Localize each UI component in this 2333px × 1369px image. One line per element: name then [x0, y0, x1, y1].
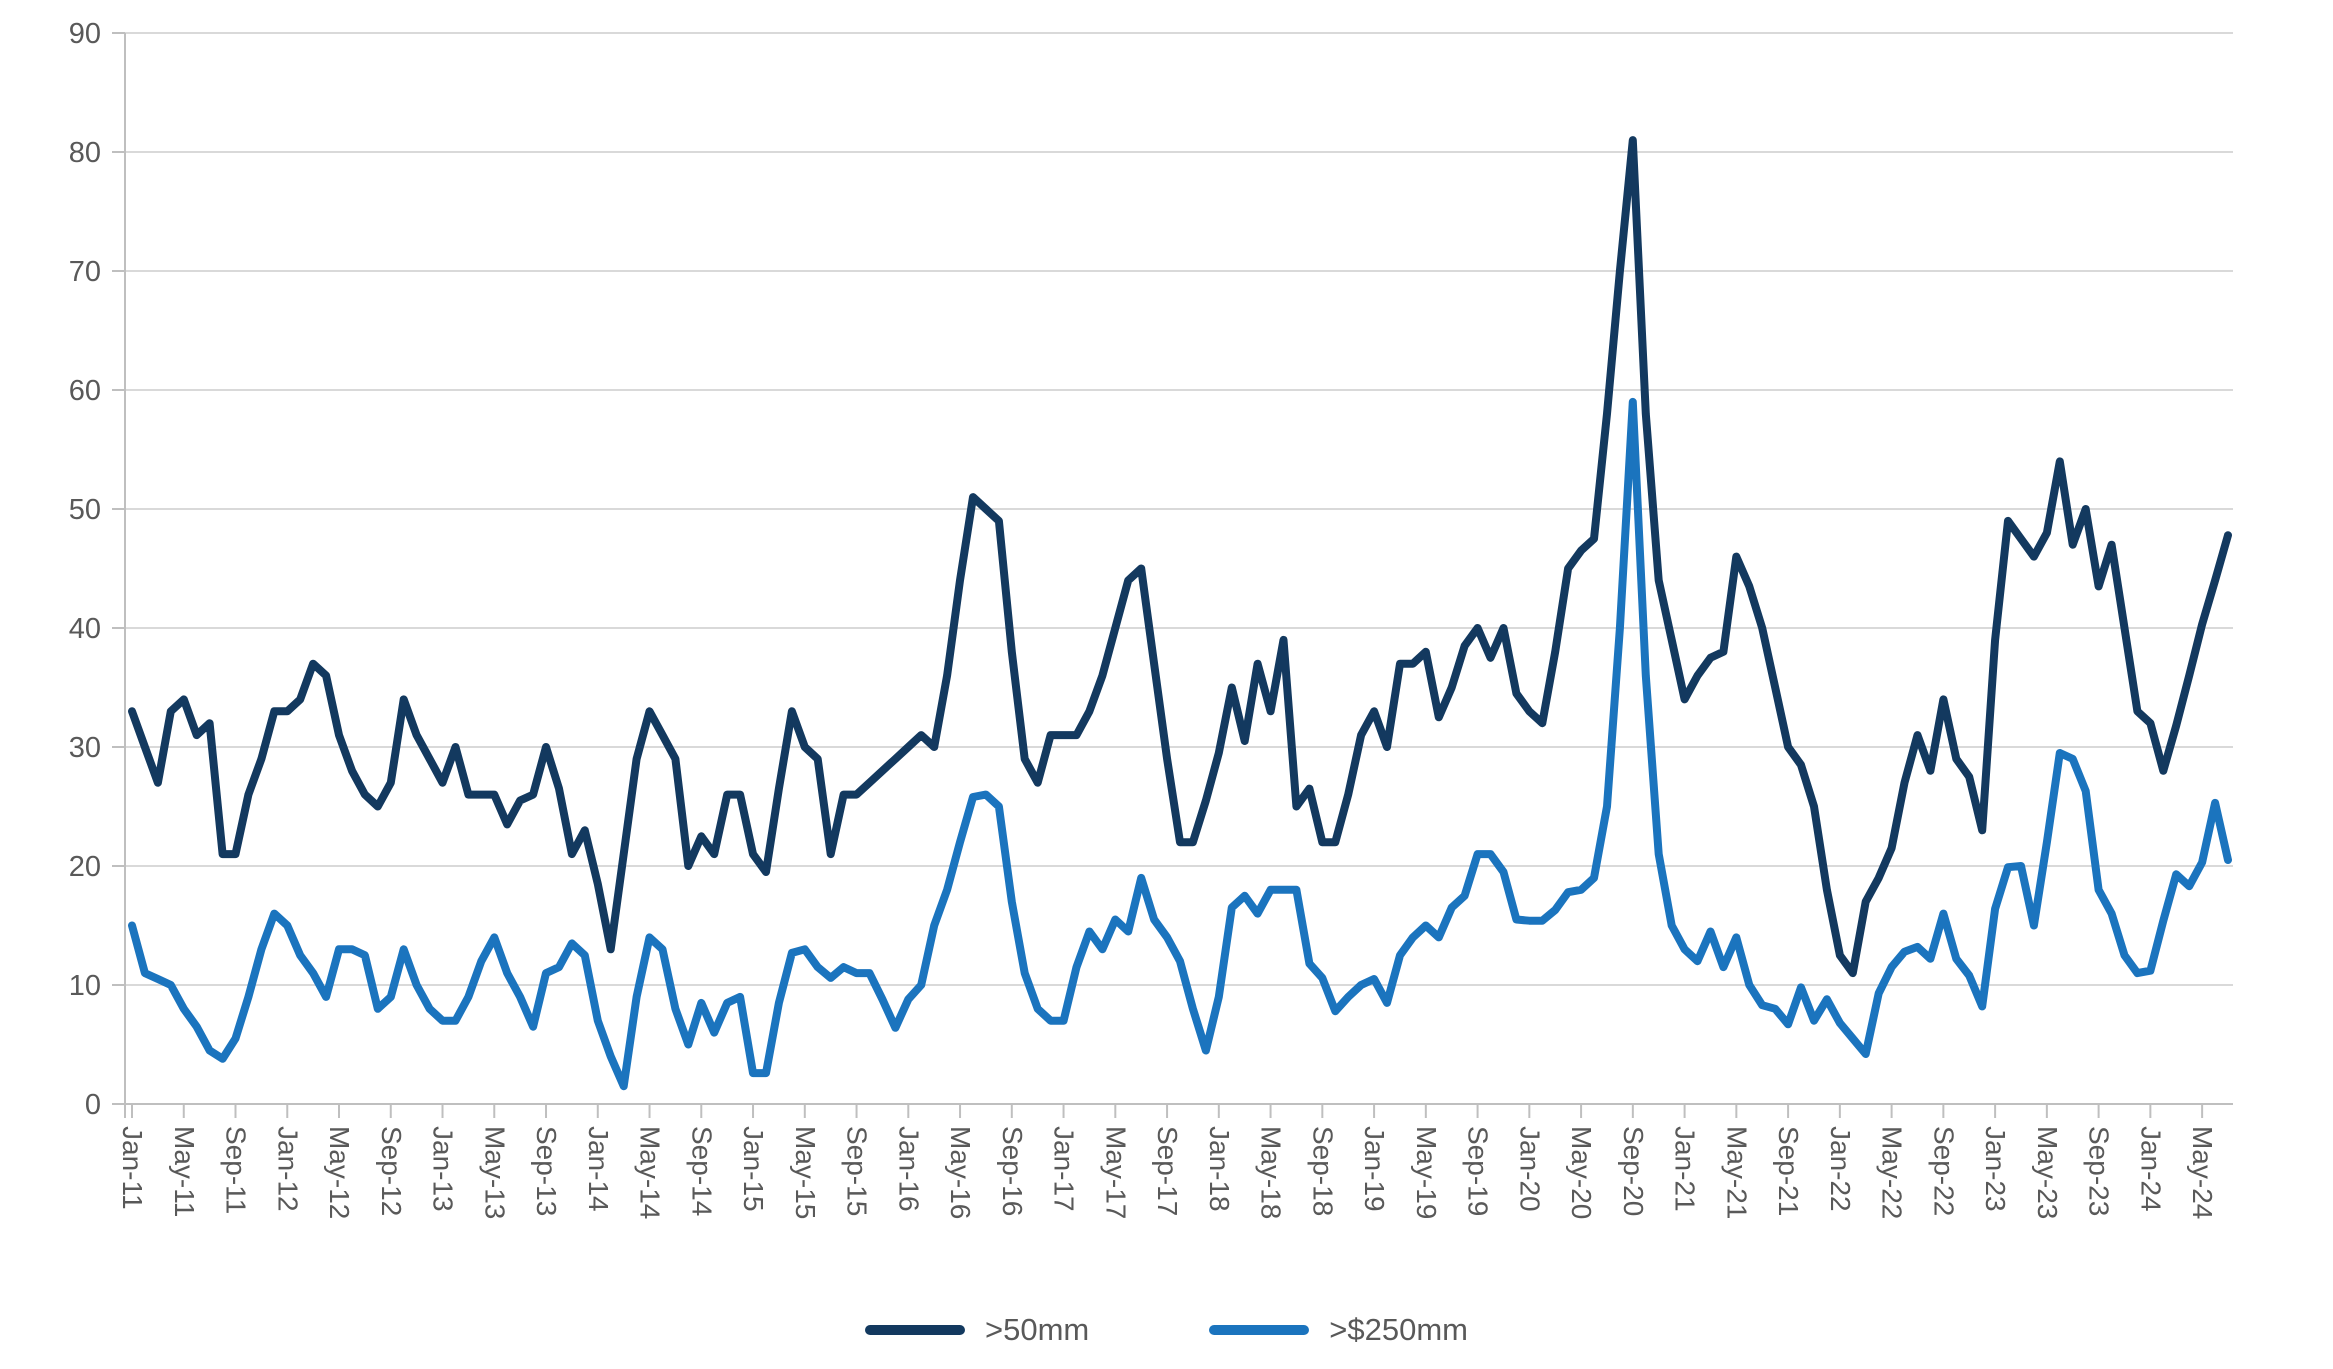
- y-axis-tick-label: 60: [69, 375, 101, 407]
- x-axis-tick-label: Jan-14: [583, 1126, 614, 1212]
- x-axis-tick-label: Jan-12: [272, 1126, 303, 1212]
- x-axis-tick-label: Sep-21: [1773, 1126, 1804, 1216]
- x-axis-tick-label: May-21: [1721, 1126, 1752, 1219]
- x-axis-tick-label: Sep-14: [686, 1126, 717, 1216]
- x-axis-tick-label: Jan-21: [1670, 1126, 1701, 1212]
- x-axis-tick-label: Jan-22: [1825, 1126, 1856, 1212]
- legend-swatch-250mm-line: [1209, 1325, 1310, 1335]
- series-line-50mm: [128, 136, 2232, 978]
- x-axis-tick-label: Sep-19: [1463, 1126, 1494, 1216]
- x-axis-tick-label: May-24: [2187, 1126, 2218, 1219]
- x-axis-tick-label: May-18: [1256, 1126, 1287, 1219]
- x-axis-tick-label: May-14: [635, 1126, 666, 1219]
- x-axis-tick-label: May-19: [1411, 1126, 1442, 1219]
- x-axis-tick-label: Jan-20: [1514, 1126, 1545, 1212]
- legend-item-50mm: >50mm: [865, 1312, 1089, 1348]
- x-axis-tick-label: May-20: [1566, 1126, 1597, 1219]
- x-axis-tick-label: May-13: [479, 1126, 510, 1219]
- chart-legend: >50mm >$250mm: [0, 1312, 2333, 1348]
- y-axis-tick-label: 10: [69, 970, 101, 1002]
- x-axis-tick-label: Jan-11: [117, 1126, 148, 1210]
- x-axis-tick-label: Sep-20: [1618, 1126, 1649, 1216]
- legend-item-250mm: >$250mm: [1209, 1312, 1468, 1348]
- x-axis-tick-label: Sep-23: [2084, 1126, 2115, 1216]
- y-axis-tick-label: 30: [69, 732, 101, 764]
- y-axis-tick-label: 80: [69, 137, 101, 169]
- x-axis-tick-label: Jan-13: [428, 1126, 459, 1212]
- x-axis-tick-label: May-12: [324, 1126, 355, 1219]
- x-axis-tick-label: Sep-12: [376, 1126, 407, 1216]
- x-axis-tick-label: Sep-13: [531, 1126, 562, 1216]
- y-axis-tick-label: 20: [69, 851, 101, 883]
- x-axis-tick-label: May-23: [2032, 1126, 2063, 1219]
- x-axis-tick-label: Jan-15: [738, 1126, 769, 1212]
- x-axis-tick-label: Jan-17: [1049, 1126, 1080, 1212]
- y-axis-tick-label: 70: [69, 256, 101, 288]
- y-axis-tick-label: 0: [85, 1089, 101, 1121]
- x-axis-tick-label: May-17: [1100, 1126, 1131, 1219]
- x-axis-tick-label: Sep-18: [1307, 1126, 1338, 1216]
- x-axis-tick-label: May-16: [945, 1126, 976, 1219]
- y-axis-tick-label: 50: [69, 494, 101, 526]
- x-axis-tick-label: Jan-23: [1980, 1126, 2011, 1212]
- x-axis-tick-label: Sep-16: [997, 1126, 1028, 1216]
- y-axis-tick-label: 40: [69, 613, 101, 645]
- x-axis-tick-label: May-11: [169, 1126, 200, 1217]
- x-axis-tick-label: Sep-15: [842, 1126, 873, 1216]
- x-axis-tick-label: Jan-16: [893, 1126, 924, 1212]
- x-axis-tick-label: May-22: [1877, 1126, 1908, 1219]
- legend-label-50mm: >50mm: [985, 1312, 1090, 1347]
- x-axis-tick-label: Sep-17: [1152, 1126, 1183, 1216]
- legend-label-250mm: >$250mm: [1329, 1312, 1468, 1347]
- legend-swatch-50mm-line: [865, 1325, 966, 1335]
- series-line-250mm: [128, 397, 2232, 1091]
- x-axis-tick-label: Jan-24: [2135, 1126, 2166, 1212]
- x-axis-tick-label: Sep-22: [1928, 1126, 1959, 1216]
- x-axis-tick-label: Jan-18: [1204, 1126, 1235, 1212]
- y-axis-tick-label: 90: [69, 18, 101, 50]
- x-axis-tick-label: Jan-19: [1359, 1126, 1390, 1212]
- x-axis-tick-label: May-15: [790, 1126, 821, 1219]
- x-axis-tick-label: Sep-11: [221, 1126, 252, 1214]
